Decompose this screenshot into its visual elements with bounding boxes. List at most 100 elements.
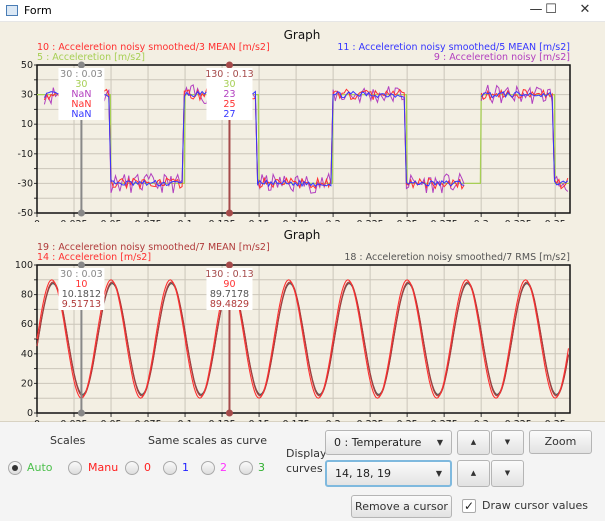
cursor-handle-bottom [225,409,233,417]
cursor-value: 27 [223,109,235,120]
cursor-values-box [58,68,105,120]
draw-cursor-values-checkbox[interactable]: ✓ [462,499,476,513]
y-tick-label: 30 [21,90,33,101]
cursor-handle-bottom [77,409,85,417]
series-line-14 [36,279,570,399]
app-icon [6,5,18,16]
cursor-handle-top [77,61,85,69]
radio-curve-0-label: 0 [144,461,151,474]
radio-curve-1[interactable] [163,461,177,475]
curve-up-button[interactable]: ▲ [457,430,490,455]
y-tick-label: 40 [21,349,33,360]
display-curves-dropdown[interactable]: 14, 18, 19 ▼ [325,460,452,487]
maximize-button[interactable]: ☐ [545,2,557,17]
draw-cursor-values-label: Draw cursor values [482,499,589,512]
cursor-handle-top [77,261,85,269]
legend-entry: 18 : Acceleretion noisy smoothed/7 RMS [… [344,252,570,263]
curve-select-dropdown[interactable]: 0 : Temperature ▼ [325,430,452,455]
display-up-button[interactable]: ▲ [457,460,490,487]
radio-curve-1-label: 1 [182,461,189,474]
radio-auto-label: Auto [27,461,53,474]
x-tick-label: 0.25 [397,219,418,222]
cursor-value: 23 [223,89,235,100]
x-tick-label: 0.2 [326,419,341,422]
x-tick-label: 0.05 [100,219,121,222]
chevron-down-icon: ▼ [436,438,443,447]
cursor-values-box [206,68,253,120]
x-tick-label: 0.325 [505,219,532,222]
radio-curve-3-label: 3 [258,461,265,474]
radio-curve-3[interactable] [239,461,253,475]
x-tick-label: 0.125 [208,219,235,222]
window-title: Form [24,4,52,17]
remove-cursor-button[interactable]: Remove a cursor [351,495,452,518]
curves-label: curves [286,462,323,475]
cursor-value: 89.7178 [210,289,249,300]
display-down-button[interactable]: ▼ [491,460,524,487]
chart-top[interactable]: Graph 10 : Acceleretion noisy smoothed/3 … [0,22,605,222]
y-tick-label: 10 [21,119,33,130]
legend-entry: 14 : Acceleretion [m/s2] [37,252,151,263]
y-tick-label: -10 [17,149,33,160]
x-tick-label: 0.325 [505,419,532,422]
chart-title: Graph [284,228,321,242]
radio-auto[interactable] [8,461,22,475]
y-tick-label: 60 [21,319,33,330]
x-tick-label: 0.025 [60,219,87,222]
y-tick-label: 20 [21,378,33,389]
x-tick-label: 0.225 [357,419,384,422]
legend-entry: 10 : Acceleretion noisy smoothed/3 MEAN … [37,42,270,53]
y-tick-label: -30 [17,178,33,189]
minimize-button[interactable]: — [529,2,543,17]
radio-curve-0[interactable] [125,461,139,475]
x-tick-label: 0.125 [208,419,235,422]
x-tick-label: 0 [34,219,40,222]
x-tick-label: 0.2 [326,219,341,222]
cursor-handle-bottom [225,209,233,217]
curve-select-value: 0 : Temperature [334,436,422,449]
x-tick-label: 0.275 [431,419,458,422]
x-tick-label: 0.175 [282,219,309,222]
cursor-handle-top [225,261,233,269]
cursor-header: 130 : 0.13 [205,269,254,280]
x-tick-label: 0.075 [134,419,161,422]
y-tick-label: 50 [21,60,33,71]
cursor-value: NaN [71,109,91,120]
cursor-header: 30 : 0.03 [60,69,102,80]
radio-manu-label: Manu [88,461,119,474]
legend-entry: 5 : Acceleretion [m/s2] [37,52,145,63]
radio-manu[interactable] [68,461,82,475]
close-button[interactable]: ✕ [579,2,591,17]
y-tick-label: 0 [27,408,33,419]
cursor-header: 30 : 0.03 [60,269,102,280]
cursor-value: 9.51713 [62,299,101,310]
curve-down-button[interactable]: ▼ [491,430,524,455]
x-tick-label: 0.35 [545,419,566,422]
x-tick-label: 0.075 [134,219,161,222]
x-tick-label: 0.275 [431,219,458,222]
zoom-button[interactable]: Zoom [529,430,592,454]
cursor-handle-bottom [77,209,85,217]
cursor-header: 130 : 0.13 [205,69,254,80]
series-line [36,281,570,397]
x-tick-label: 0.15 [249,419,270,422]
x-tick-label: 0.25 [397,419,418,422]
scales-label: Scales [50,434,86,447]
charts-area: Graph 10 : Acceleretion noisy smoothed/3 … [0,22,605,422]
chart-bottom[interactable]: Graph 19 : Acceleretion noisy smoothed/7 … [0,222,605,422]
x-tick-label: 0.35 [545,219,566,222]
x-tick-label: 0.3 [474,419,489,422]
title-bar: Form — ☐ ✕ [0,0,605,22]
y-tick-label: 80 [21,290,33,301]
legend-entry: 11 : Acceleretion noisy smoothed/5 MEAN … [337,42,570,53]
cursor-value: NaN [71,89,91,100]
radio-curve-2[interactable] [201,461,215,475]
radio-curve-2-label: 2 [220,461,227,474]
legend-entry: 19 : Acceleretion noisy smoothed/7 MEAN … [37,242,270,253]
x-tick-label: 0.025 [60,419,87,422]
cursor-value: 30 [75,79,87,90]
display-label: Display [286,447,327,460]
cursor-value: 10.1812 [62,289,101,300]
x-tick-label: 0.3 [474,219,489,222]
cursor-value: 90 [223,279,235,290]
